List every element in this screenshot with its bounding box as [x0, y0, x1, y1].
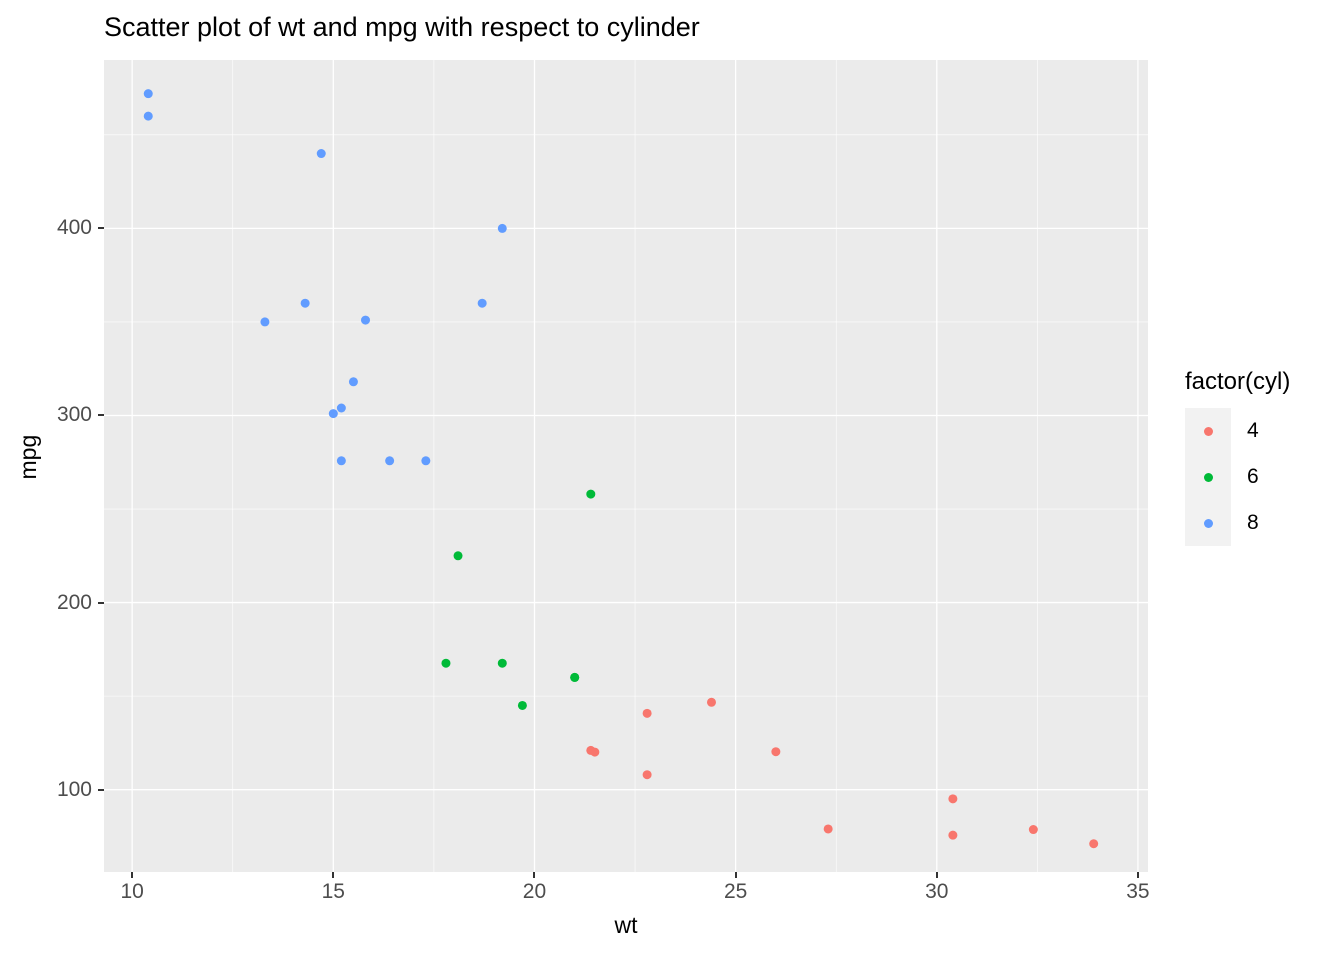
- y-tick-mark: [98, 788, 104, 791]
- data-point-cyl-8: [143, 89, 153, 99]
- data-point-cyl-6: [570, 672, 580, 682]
- y-tick-mark: [98, 414, 104, 417]
- legend-key: [1185, 454, 1231, 500]
- legend: factor(cyl) 4 6 8: [1185, 368, 1335, 546]
- data-point-cyl-8: [143, 111, 153, 121]
- x-tick-label: 15: [321, 880, 345, 903]
- legend-dot-icon: [1203, 518, 1213, 528]
- y-tick-mark: [98, 601, 104, 604]
- x-tick-mark: [131, 872, 134, 878]
- data-point-cyl-4: [948, 830, 958, 840]
- y-tick-label: 400: [56, 216, 92, 240]
- data-point-cyl-8: [348, 377, 358, 387]
- data-point-cyl-8: [260, 317, 270, 327]
- data-point-cyl-8: [361, 315, 371, 325]
- x-tick-label: 25: [723, 880, 748, 903]
- y-tick-mark: [98, 227, 104, 230]
- data-point-cyl-6: [441, 658, 451, 668]
- data-point-cyl-4: [823, 824, 833, 834]
- data-point-cyl-8: [385, 456, 395, 466]
- legend-label: 6: [1247, 465, 1259, 488]
- data-point-cyl-4: [1028, 825, 1038, 835]
- legend-title: factor(cyl): [1185, 368, 1291, 395]
- y-tick-label: 200: [56, 590, 92, 614]
- data-point-cyl-4: [642, 770, 652, 780]
- x-tick-mark: [935, 872, 938, 878]
- legend-dot-icon: [1203, 426, 1213, 436]
- x-tick-label: 35: [1126, 880, 1150, 903]
- x-tick-mark: [734, 872, 737, 878]
- data-point-cyl-8: [421, 456, 431, 466]
- data-point-cyl-6: [517, 700, 527, 710]
- legend-entry-8: 8: [1185, 500, 1335, 546]
- x-tick-mark: [1136, 872, 1139, 878]
- data-point-cyl-8: [328, 409, 338, 419]
- legend-key: [1185, 500, 1231, 546]
- x-tick-mark: [332, 872, 335, 878]
- data-point-cyl-8: [316, 149, 326, 159]
- x-tick-label: 20: [522, 880, 547, 903]
- data-point-cyl-4: [642, 708, 652, 718]
- plot-canvas: [104, 60, 1148, 872]
- legend-label: 8: [1247, 511, 1259, 534]
- data-point-cyl-4: [771, 747, 781, 757]
- data-point-cyl-4: [706, 697, 716, 707]
- legend-label: 4: [1247, 419, 1259, 442]
- data-point-cyl-6: [497, 658, 507, 668]
- legend-entry-4: 4: [1185, 408, 1335, 454]
- data-point-cyl-4: [1089, 839, 1099, 849]
- data-point-cyl-8: [477, 298, 487, 308]
- data-point-cyl-4: [586, 745, 596, 755]
- data-point-cyl-8: [336, 403, 346, 413]
- legend-entries: 4 6 8: [1185, 408, 1335, 546]
- plot-panel: [104, 60, 1148, 872]
- legend-key: [1185, 408, 1231, 454]
- x-tick-label: 30: [925, 880, 949, 903]
- data-point-cyl-6: [453, 551, 463, 561]
- y-tick-label: 100: [56, 777, 92, 801]
- x-tick-label: 10: [120, 880, 144, 903]
- legend-dot-icon: [1203, 472, 1213, 482]
- data-point-cyl-8: [497, 223, 507, 233]
- data-point-cyl-4: [948, 794, 958, 804]
- y-axis-title: mpg: [14, 434, 41, 480]
- y-tick-label: 300: [56, 403, 92, 427]
- chart-title: Scatter plot of wt and mpg with respect …: [104, 12, 700, 42]
- data-point-cyl-8: [300, 298, 310, 308]
- legend-entry-6: 6: [1185, 454, 1335, 500]
- data-point-cyl-6: [586, 489, 596, 499]
- data-point-cyl-8: [336, 456, 346, 466]
- x-axis-title: wt: [614, 912, 638, 938]
- x-tick-mark: [533, 872, 536, 878]
